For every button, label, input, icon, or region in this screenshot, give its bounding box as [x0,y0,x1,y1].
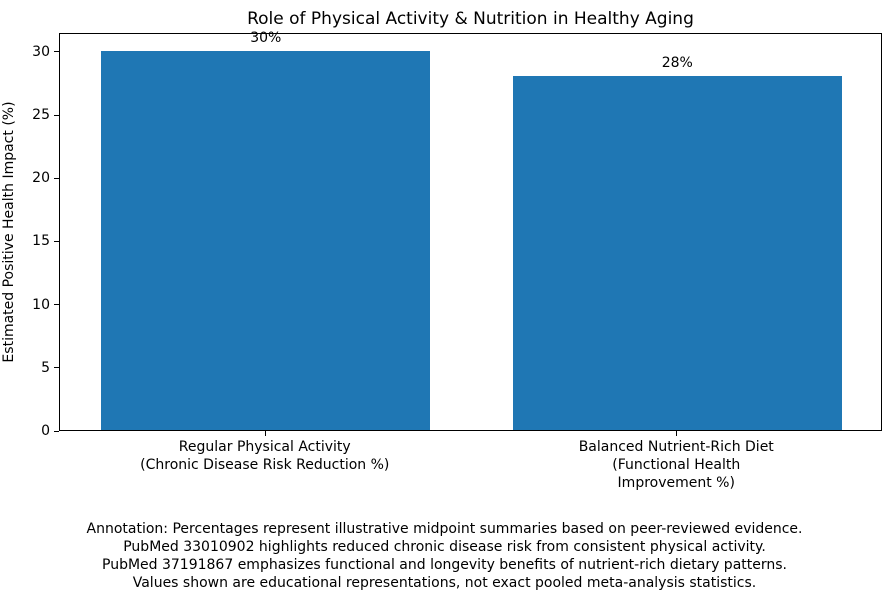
chart-title: Role of Physical Activity & Nutrition in… [247,9,694,29]
y-tick-mark [54,367,59,369]
y-tick-label: 20 [32,170,50,187]
y-axis-label: Estimated Positive Health Impact (%) [1,101,17,363]
annotation-line: Values shown are educational representat… [132,575,757,591]
y-tick-mark [54,177,59,179]
annotation-line: PubMed 33010902 highlights reduced chron… [123,539,766,555]
y-tick-mark [54,240,59,242]
y-tick-label: 5 [41,359,50,376]
y-tick-mark [54,430,59,432]
bar-value-label: 28% [661,55,693,72]
y-tick-label: 25 [32,107,50,124]
y-tick-label: 10 [32,296,50,313]
x-tick-label: Regular Physical Activity (Chronic Disea… [140,439,390,473]
x-tick-label: Balanced Nutrient-Rich Diet (Functional … [578,439,774,491]
x-tick-mark [264,431,266,436]
bar [512,76,842,430]
bar [101,50,431,430]
y-tick-mark [54,114,59,116]
y-tick-mark [54,304,59,306]
y-tick-label: 15 [32,233,50,250]
annotation-line: Annotation: Percentages represent illust… [86,521,803,537]
annotation: Annotation: Percentages represent illust… [0,520,889,592]
x-tick-mark [676,431,678,436]
plot-area: 30% 28% [59,29,882,431]
annotation-line: PubMed 37191867 emphasizes functional an… [102,557,787,573]
y-tick-label: 30 [32,43,50,60]
y-tick-label: 0 [41,423,50,439]
bar-value-label: 30% [250,29,282,46]
y-tick-mark [54,51,59,53]
